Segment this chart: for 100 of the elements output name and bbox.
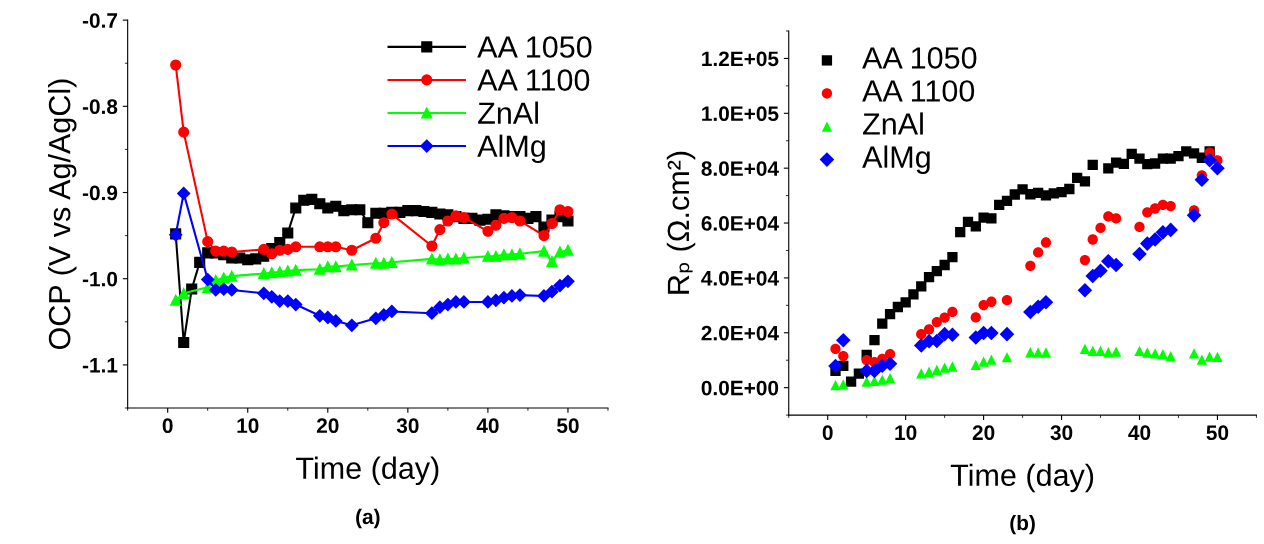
point xyxy=(330,241,342,253)
point xyxy=(177,186,191,200)
point xyxy=(1165,350,1176,362)
point xyxy=(1064,183,1075,195)
point xyxy=(1188,148,1200,159)
y-axis-title: Rₚ (Ω.cm²) xyxy=(666,151,696,294)
point xyxy=(1079,343,1091,355)
point xyxy=(923,366,935,377)
point xyxy=(947,306,958,318)
x-tick-label: 0 xyxy=(822,425,833,441)
point xyxy=(562,205,574,218)
point xyxy=(1033,347,1044,358)
legend-label: AA 1050 xyxy=(862,47,977,69)
y-tick-label: 2.0E+04 xyxy=(701,325,779,341)
point xyxy=(1134,221,1145,233)
point xyxy=(1001,294,1013,306)
point xyxy=(884,349,896,360)
point xyxy=(354,204,366,216)
point xyxy=(538,230,550,242)
point xyxy=(916,368,927,379)
point xyxy=(1149,348,1161,359)
legend-label: ZnAl xyxy=(478,101,538,124)
point xyxy=(1132,246,1147,262)
point xyxy=(830,343,841,355)
point xyxy=(1142,347,1153,358)
point xyxy=(170,294,182,306)
legend-label: AA 1050 xyxy=(477,36,592,58)
y-tick-label: 1.2E+05 xyxy=(702,51,779,67)
point xyxy=(1025,260,1036,271)
legend-label: AlMg xyxy=(862,145,930,174)
point xyxy=(345,318,359,332)
point xyxy=(201,272,215,287)
point xyxy=(546,217,558,230)
x-tick-label: 30 xyxy=(1050,425,1073,441)
point xyxy=(1079,254,1091,266)
point xyxy=(178,336,190,349)
point xyxy=(562,215,574,227)
point xyxy=(1095,345,1106,357)
point xyxy=(884,372,896,384)
point xyxy=(939,312,950,323)
point xyxy=(1188,348,1200,359)
point xyxy=(346,259,358,271)
point xyxy=(955,226,966,238)
point xyxy=(1212,351,1223,363)
point xyxy=(970,359,981,371)
point xyxy=(1087,345,1098,357)
point xyxy=(538,245,550,257)
point xyxy=(1087,234,1098,245)
point xyxy=(289,297,303,312)
point xyxy=(226,270,238,282)
point xyxy=(378,257,390,269)
x-tick-label: 50 xyxy=(557,418,579,434)
point xyxy=(1040,237,1052,248)
point xyxy=(546,255,558,268)
point xyxy=(562,244,574,256)
point xyxy=(1038,295,1054,310)
point xyxy=(314,263,326,275)
point xyxy=(442,215,454,227)
point xyxy=(226,246,238,258)
point xyxy=(434,224,446,236)
point xyxy=(425,306,439,320)
y-tick-label: 1.0E+05 xyxy=(702,106,779,122)
point xyxy=(385,304,399,319)
point xyxy=(877,318,888,329)
point xyxy=(1110,213,1122,224)
point xyxy=(290,264,302,276)
point xyxy=(1025,347,1036,358)
point xyxy=(258,243,270,255)
point xyxy=(378,217,390,229)
x-tick-label: 20 xyxy=(972,425,995,441)
point xyxy=(513,288,527,302)
point xyxy=(1134,345,1145,357)
point xyxy=(178,126,190,138)
point xyxy=(1118,158,1130,169)
point xyxy=(458,252,470,264)
point xyxy=(290,202,302,214)
point xyxy=(1149,158,1161,169)
x-axis-title: Time (day) xyxy=(950,463,1094,493)
point xyxy=(1077,282,1093,298)
point xyxy=(869,335,880,346)
point xyxy=(1163,222,1178,238)
point xyxy=(362,217,374,229)
point xyxy=(1079,176,1091,187)
point xyxy=(1204,351,1215,362)
point xyxy=(978,356,989,367)
point xyxy=(916,281,927,292)
y-tick-label: 8.0E+04 xyxy=(701,161,779,176)
point xyxy=(1001,352,1013,363)
x-tick-label: 40 xyxy=(1128,425,1151,441)
point xyxy=(877,374,888,385)
point xyxy=(1023,304,1038,320)
point xyxy=(1157,349,1169,360)
point xyxy=(1194,172,1210,187)
point xyxy=(931,364,942,375)
point xyxy=(931,316,942,328)
point xyxy=(545,285,559,299)
point xyxy=(553,279,567,293)
y-tick-label: -0.7 xyxy=(82,13,118,28)
x-axis-title: Time (day) xyxy=(296,456,439,486)
point xyxy=(554,246,566,258)
